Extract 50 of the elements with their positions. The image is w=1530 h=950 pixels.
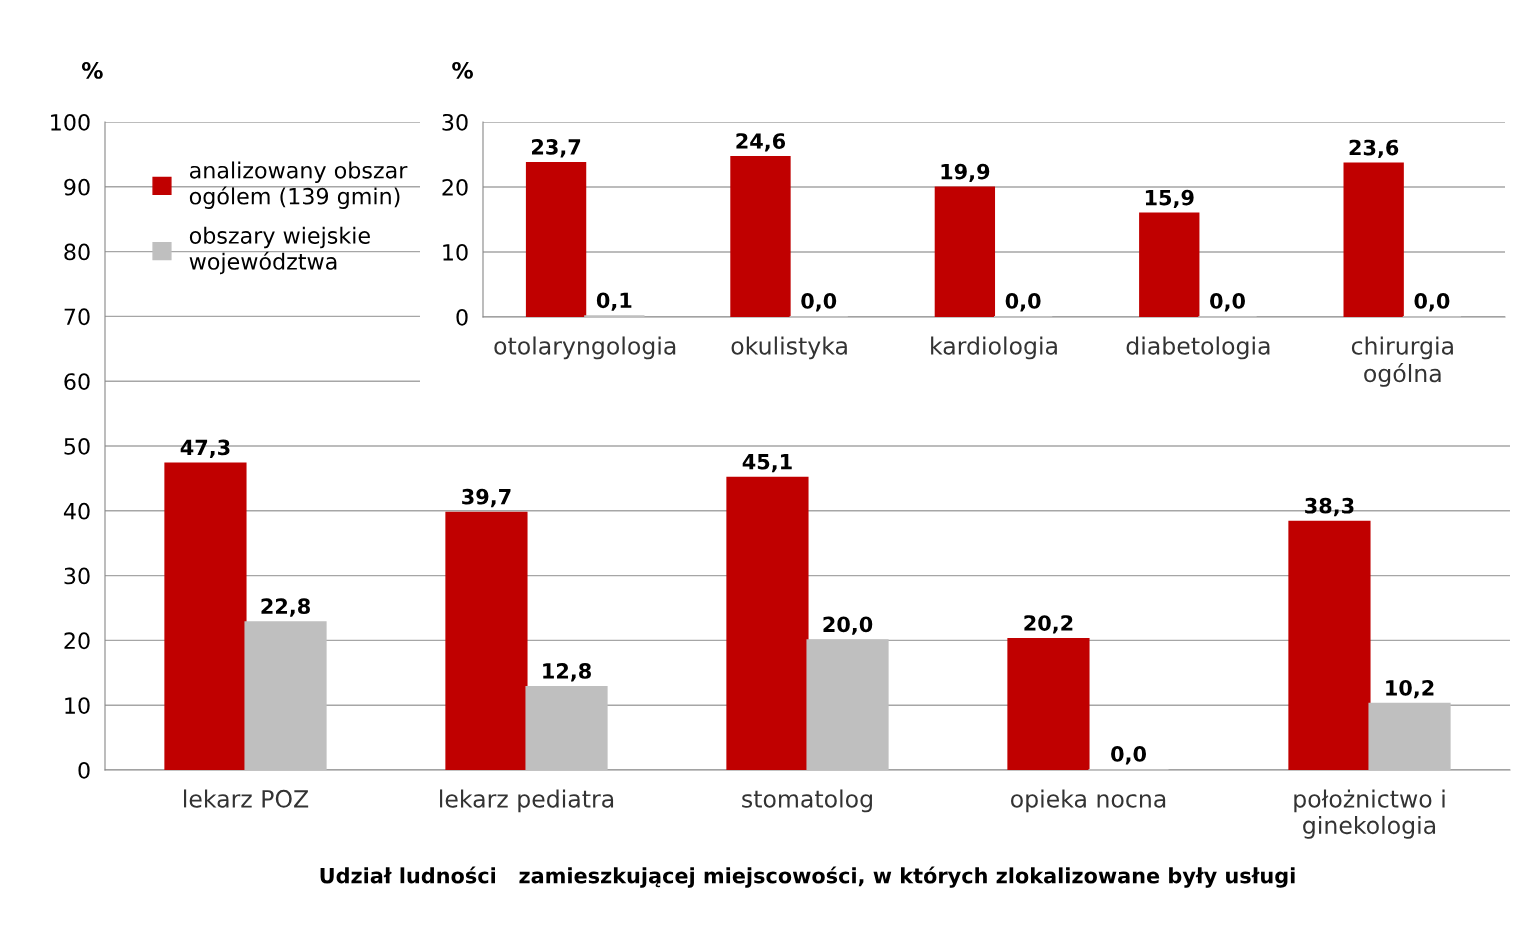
x-tick-label: kardiologia [931, 336, 1057, 360]
x-tick-label: okulistyka [731, 336, 847, 360]
y-tick-label: 20 [64, 632, 90, 650]
data-label: 0,0 [1210, 293, 1245, 312]
data-label: 12,8 [543, 663, 591, 682]
y-tick-label: 80 [64, 243, 90, 261]
data-label: 22,8 [261, 598, 310, 617]
x-tick-label: lekarz POZ [184, 789, 309, 808]
data-label: 0,0 [1111, 746, 1146, 765]
data-label: 19,9 [941, 163, 990, 183]
y-tick-label: 0 [456, 308, 468, 326]
data-label: 0,1 [596, 292, 632, 311]
data-label: 45,1 [742, 454, 792, 473]
data-label: 0,0 [1005, 293, 1041, 312]
x-axis-title: Udział ludności zamieszkującej miejscowości, w których zlokalizowane były usługi [320, 866, 1295, 888]
y-tick-label: 30 [64, 567, 90, 585]
data-label: 20,2 [1024, 615, 1073, 634]
x-tick-label: lekarz pediatra [440, 789, 614, 813]
data-label: 0,0 [1414, 293, 1450, 312]
x-tick-label: opieka nocna [1011, 789, 1166, 813]
x-tick-label: stomatolog [742, 789, 872, 813]
y-axis-title: % [452, 61, 473, 79]
x-tick-label: otolaryngologia [494, 336, 676, 360]
y-tick-label: 100 [51, 113, 90, 131]
data-label: 0,0 [801, 293, 837, 312]
data-label: 20,0 [823, 616, 873, 635]
legend-label: obszary wiejskie województwa [189, 226, 370, 275]
data-label: 39,7 [462, 488, 511, 508]
data-label: 24,6 [736, 133, 786, 152]
y-tick-label: 0 [78, 761, 90, 779]
y-tick-label: 60 [64, 373, 90, 390]
data-label: 15,9 [1145, 189, 1194, 209]
x-tick-label: diabetologia [1126, 336, 1270, 360]
y-tick-label: 70 [64, 308, 90, 326]
y-tick-label: 40 [63, 502, 90, 520]
data-label: 23,6 [1349, 139, 1399, 159]
data-label: 23,7 [532, 138, 581, 158]
y-tick-label: 10 [443, 243, 468, 261]
data-label: 38,3 [1305, 497, 1354, 517]
y-tick-label: 20 [442, 178, 468, 196]
y-axis-title: % [81, 62, 103, 79]
y-tick-label: 30 [442, 113, 468, 131]
x-tick-label: chirurgia ogólna [1351, 336, 1453, 387]
y-tick-label: 10 [65, 697, 90, 714]
legend-label: analizowany obszar ogólem (139 gmin) [189, 161, 408, 209]
data-label: 47,3 [180, 439, 230, 458]
data-label: 10,2 [1386, 679, 1434, 699]
y-tick-label: 50 [64, 437, 90, 455]
y-tick-label: 90 [64, 178, 90, 196]
x-tick-label: położnictwo i ginekologia [1294, 789, 1445, 839]
